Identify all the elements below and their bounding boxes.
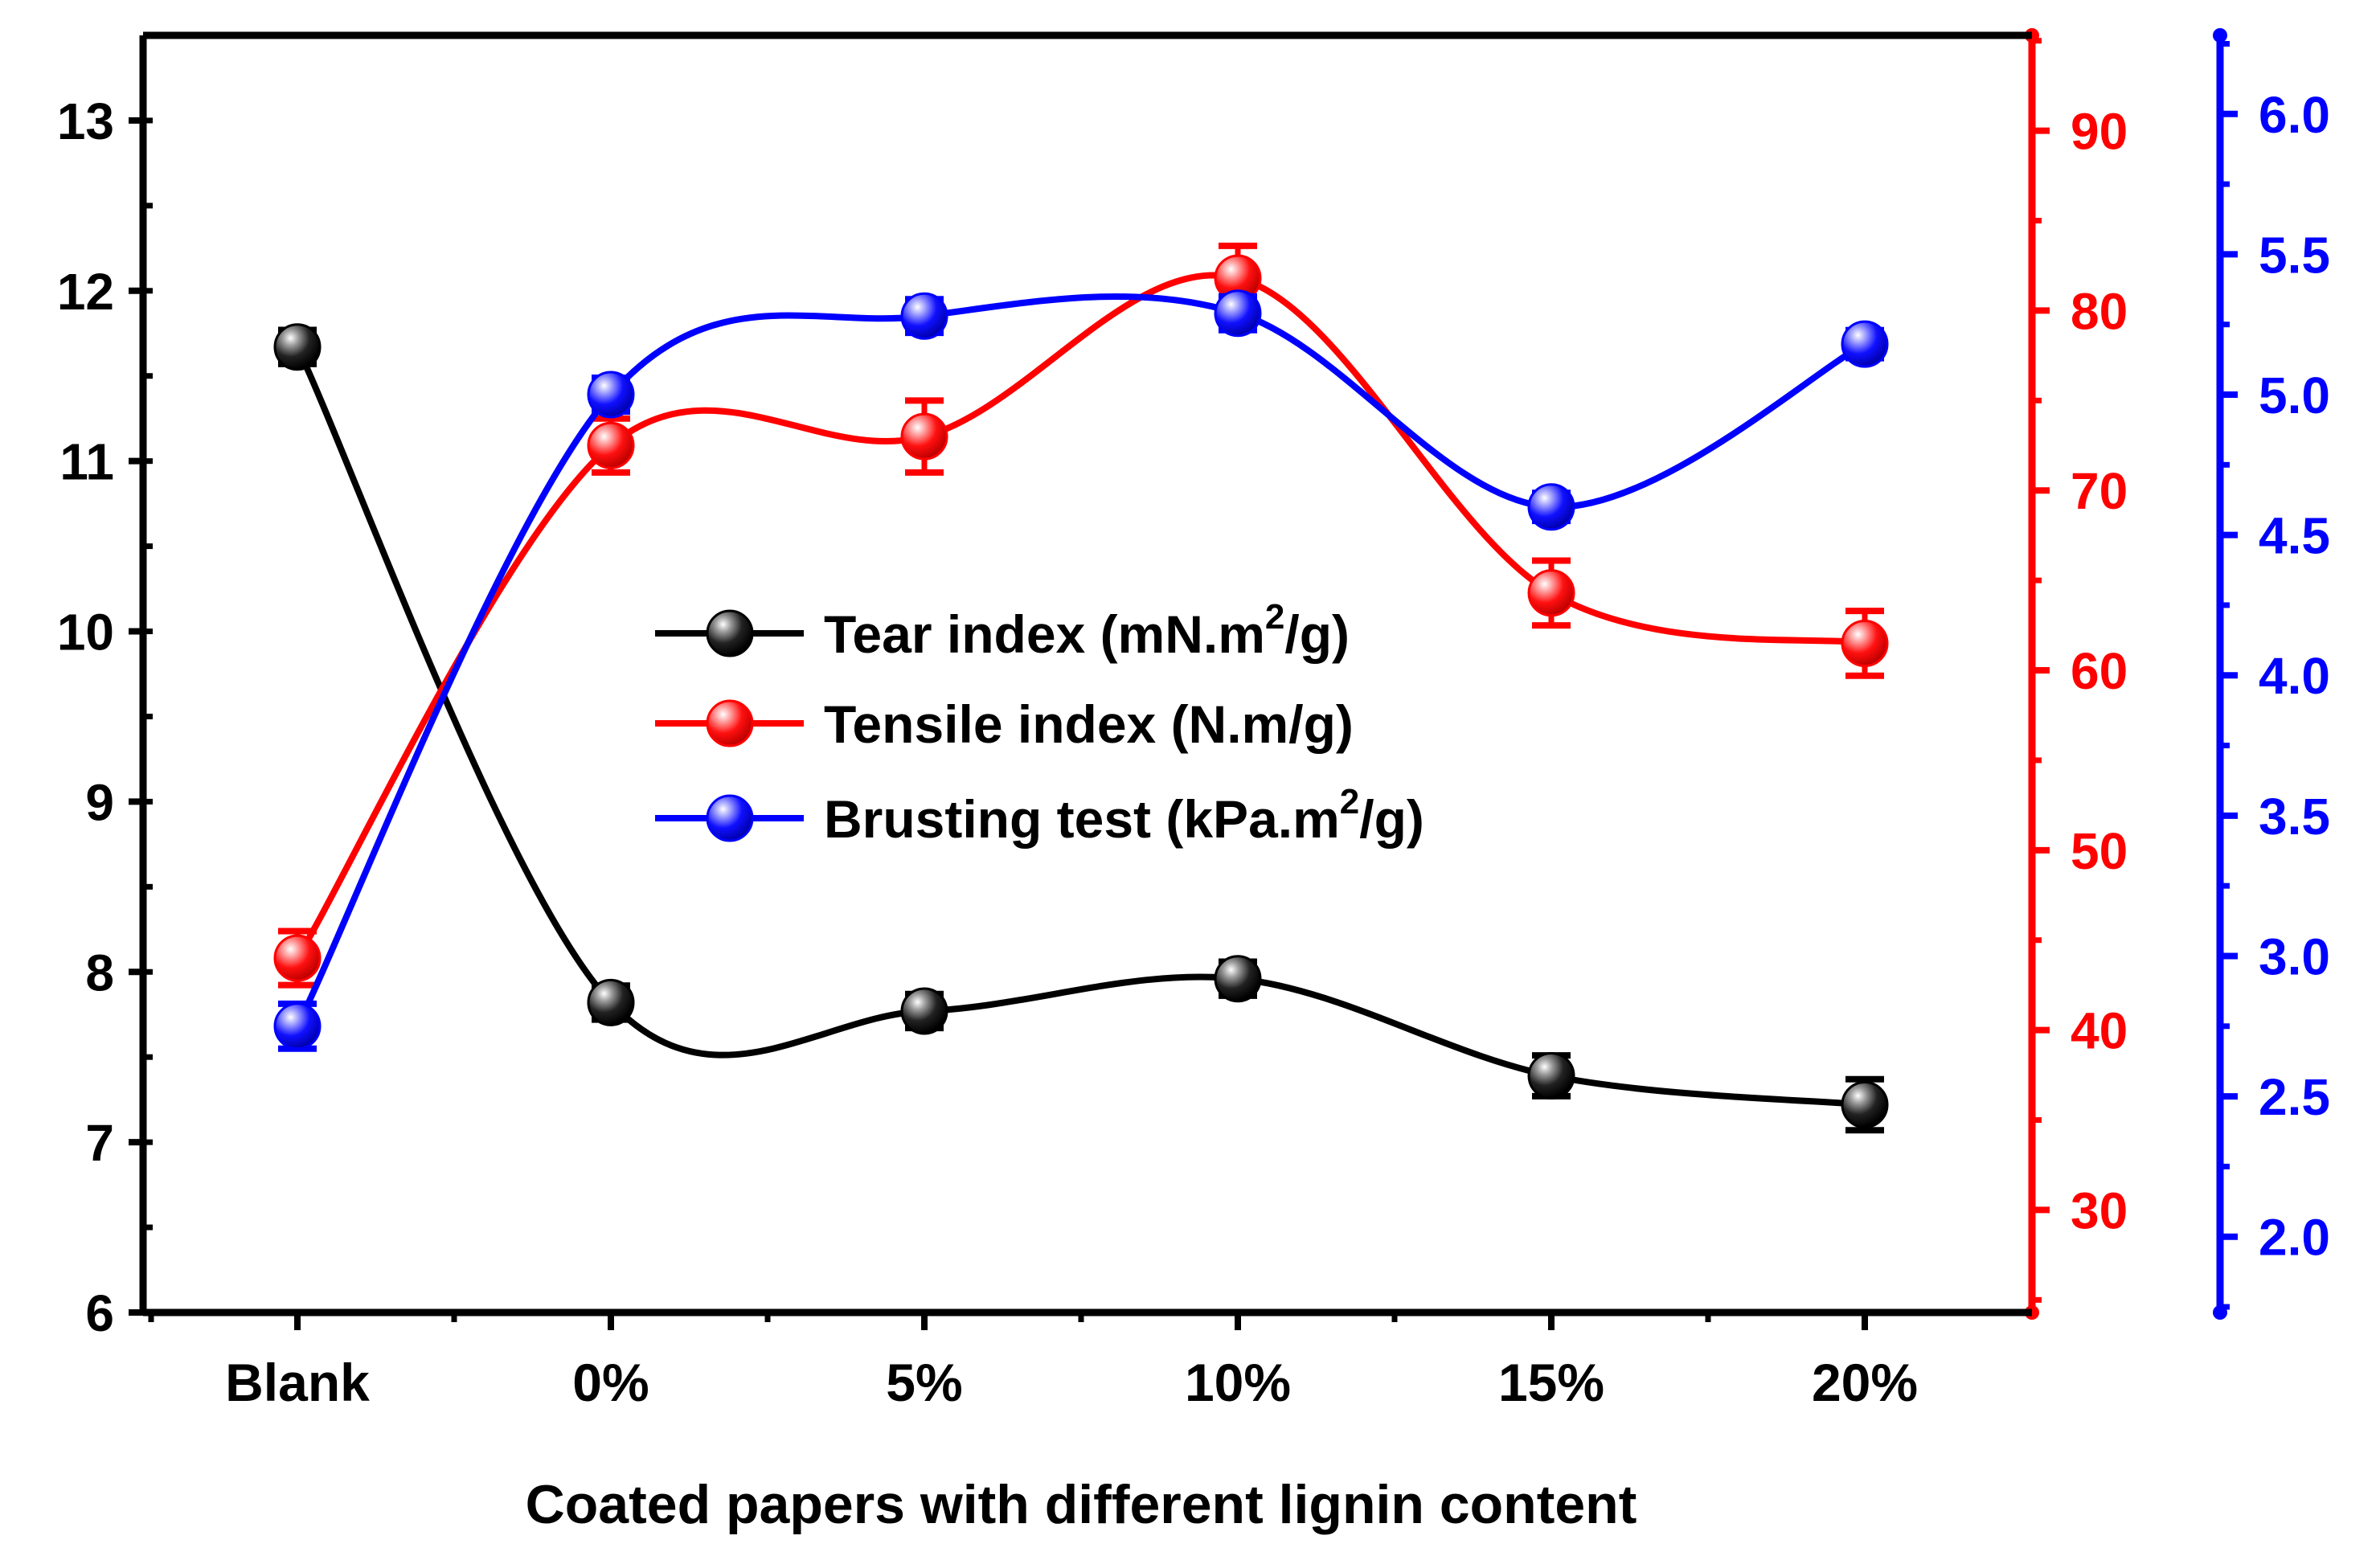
series-2: [273, 289, 1889, 1052]
y-tick-label: 60: [2071, 642, 2128, 700]
legend-marker: [706, 699, 754, 747]
legend-item: Tensile index (N.m/g): [655, 694, 1354, 754]
data-point: [1841, 1081, 1889, 1129]
y-tick-label: 6.0: [2259, 86, 2330, 144]
data-point: [587, 421, 635, 469]
y-tick-label: 9: [85, 773, 114, 831]
x-tick-label: 0%: [572, 1353, 649, 1412]
data-point: [273, 1002, 322, 1050]
y-tick-label: 7: [85, 1114, 114, 1172]
left-y-axis: 6 7 8 9 10 11 12 13: [57, 32, 153, 1342]
y-tick-label: 3.0: [2259, 928, 2330, 985]
data-point: [1527, 569, 1575, 617]
y-tick-label: 10: [57, 604, 114, 661]
data-point: [900, 987, 948, 1035]
tensile-y-axis: 30 40 50 60 70 80 90: [2025, 28, 2128, 1320]
legend-label: Brusting test (kPa.m2/g): [824, 782, 1424, 849]
data-point: [587, 371, 635, 419]
y-tick-label: 5.0: [2259, 367, 2330, 424]
legend-item: Brusting test (kPa.m2/g): [655, 782, 1424, 849]
axis-cap: [2213, 28, 2227, 43]
y-tick-label: 80: [2071, 282, 2128, 340]
series-line: [294, 293, 1866, 1028]
data-point: [900, 292, 948, 340]
x-tick-label: 10%: [1185, 1353, 1291, 1412]
y-tick-label: 4.5: [2259, 507, 2330, 565]
y-tick-label: 70: [2071, 462, 2128, 520]
legend-marker: [706, 794, 754, 842]
data-point: [1214, 289, 1262, 338]
data-point: [900, 412, 948, 461]
x-tick-label: 15%: [1498, 1353, 1604, 1412]
x-axis: Blank 0% 5% 10% 15% 20%: [143, 31, 2032, 1412]
series-1: [273, 242, 1889, 989]
y-tick-label: 6: [85, 1284, 114, 1342]
legend-marker: [706, 609, 754, 657]
y-tick-label: 30: [2071, 1181, 2128, 1239]
x-tick-label: Blank: [225, 1353, 370, 1412]
y-tick-label: 2.5: [2259, 1068, 2330, 1126]
data-point: [1841, 320, 1889, 368]
y-tick-label: 4.0: [2259, 647, 2330, 705]
y-tick-label: 90: [2071, 103, 2128, 161]
y-tick-label: 13: [57, 92, 114, 150]
legend: Tear index (mN.m2/g) Tensile index (N.m/g…: [655, 597, 1424, 849]
legend-label: Tear index (mN.m2/g): [824, 597, 1350, 664]
data-point: [273, 323, 322, 371]
bursting-y-axis: 2.0 2.5 3.0 3.5 4.0 4.5 5.0 5.5 6.0: [2213, 28, 2330, 1320]
axis-cap: [2213, 1305, 2227, 1320]
y-tick-label: 5.5: [2259, 226, 2330, 284]
plot-area: [273, 242, 1889, 1134]
y-tick-label: 8: [85, 944, 114, 1001]
x-axis-label: Coated papers with different lignin cont…: [526, 1474, 1637, 1535]
y-tick-label: 2.0: [2259, 1209, 2330, 1267]
data-point: [273, 934, 322, 982]
y-tick-label: 11: [59, 433, 114, 491]
series-0: [273, 323, 1889, 1134]
y-tick-label: 50: [2071, 822, 2128, 880]
data-point: [1527, 483, 1575, 531]
y-tick-label: 40: [2071, 1002, 2128, 1060]
legend-item: Tear index (mN.m2/g): [655, 597, 1350, 664]
x-tick-label: 5%: [886, 1353, 962, 1412]
data-point: [1214, 955, 1262, 1003]
data-point: [1527, 1052, 1575, 1100]
data-point: [1841, 619, 1889, 667]
x-tick-label: 20%: [1812, 1353, 1918, 1412]
data-point: [587, 978, 635, 1026]
y-tick-label: 12: [57, 263, 114, 321]
legend-label: Tensile index (N.m/g): [824, 694, 1354, 754]
y-tick-label: 3.5: [2259, 788, 2330, 846]
